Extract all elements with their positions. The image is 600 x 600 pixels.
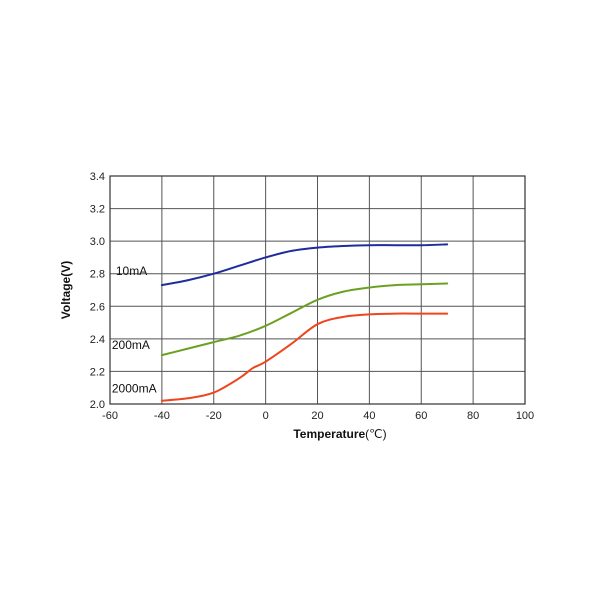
x-tick-label: -60	[102, 410, 118, 422]
series-line-2000mA	[160, 312, 449, 402]
x-axis-unit: (℃)	[365, 427, 386, 441]
x-tick-label: 60	[415, 410, 427, 422]
y-tick-label: 2.2	[90, 366, 105, 378]
y-tick-label: 2.0	[90, 399, 105, 411]
grid-layer	[109, 175, 526, 405]
x-tick-label: 40	[363, 410, 375, 422]
series-label: 2000mA	[112, 382, 157, 396]
series-label: 10mA	[116, 264, 147, 278]
x-tick-label: -40	[154, 410, 170, 422]
series-line-200mA	[160, 282, 449, 357]
x-tick-label: -20	[206, 410, 222, 422]
y-tick-label: 2.8	[90, 269, 105, 281]
x-tick-label: 100	[516, 410, 534, 422]
y-tick-label: 3.4	[90, 171, 105, 183]
x-tick-label: 0	[263, 410, 269, 422]
y-tick-label: 2.6	[90, 301, 105, 313]
y-axis-title: Voltage(V)	[59, 261, 73, 319]
x-tick-labels: -60 -40 -20 0 20 40 60 80 100	[102, 410, 534, 422]
y-tick-labels: 2.0 2.2 2.4 2.6 2.8 3.0 3.2 3.4	[90, 171, 105, 411]
x-axis-title: Temperature(℃)	[293, 427, 386, 441]
series-labels: 10mA 200mA 2000mA	[112, 264, 157, 396]
y-tick-label: 3.2	[90, 204, 105, 216]
x-axis-title-text: Temperature	[293, 427, 365, 441]
series-lines	[160, 243, 449, 402]
y-tick-label: 3.0	[90, 236, 105, 248]
series-label: 200mA	[112, 338, 150, 352]
x-tick-label: 20	[311, 410, 323, 422]
x-tick-label: 80	[467, 410, 479, 422]
series-line-10mA	[160, 243, 449, 287]
y-tick-label: 2.4	[90, 334, 105, 346]
plot-frame	[109, 175, 526, 405]
